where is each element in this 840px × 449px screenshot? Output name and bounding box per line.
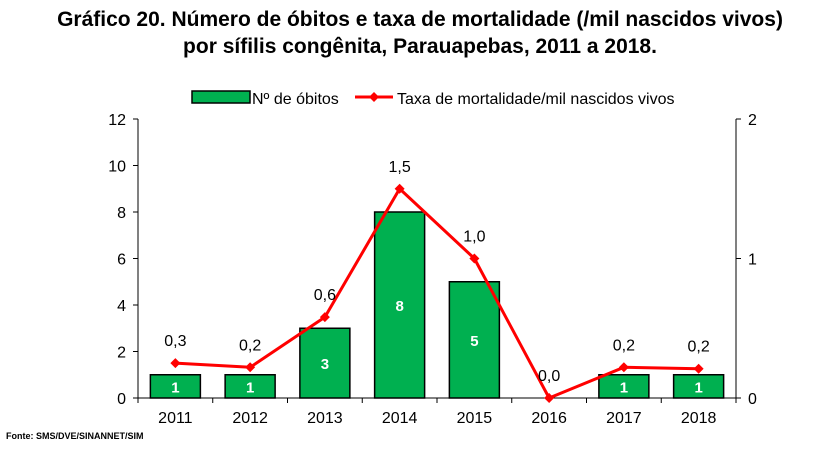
bar-data-label: 1 (246, 379, 254, 396)
y-left-tick-label: 12 (108, 112, 126, 129)
bar (299, 327, 351, 399)
bar (598, 374, 650, 399)
bar (149, 374, 202, 399)
y-left-tick-label: 2 (117, 345, 126, 362)
line-point (693, 363, 704, 374)
y-left-tick-label: 8 (117, 205, 126, 222)
bar-data-label: 8 (395, 298, 403, 315)
x-tick-label: 2011 (158, 410, 193, 427)
legend-label-obitos: Nº de óbitos (252, 91, 339, 108)
bar (224, 374, 276, 399)
legend-marker-taxa (369, 92, 379, 102)
y-right-tick-label: 0 (748, 391, 757, 408)
y-right-tick-label: 1 (748, 252, 757, 269)
x-tick-label: 2017 (606, 410, 642, 427)
x-tick-label: 2014 (382, 410, 418, 427)
legend-swatch-obitos (191, 90, 251, 104)
bar-data-label: 5 (470, 333, 478, 350)
y-right-tick-label: 2 (748, 112, 757, 129)
bar-data-label: 1 (694, 379, 702, 396)
line-point (319, 312, 330, 323)
line-data-label: 0,2 (613, 337, 635, 354)
chart-title-line-2: por sífilis congênita, Parauapebas, 2011… (183, 35, 657, 58)
x-tick-label: 2016 (531, 410, 567, 427)
x-tick-label: 2015 (457, 410, 493, 427)
bar (672, 374, 725, 399)
line-point (469, 253, 480, 264)
y-left-tick-label: 10 (108, 159, 126, 176)
bar (448, 281, 501, 399)
y-left-tick-label: 4 (117, 298, 126, 315)
source-note: Fonte: SMS/DVE/SINANNET/SIM (6, 431, 144, 441)
line-data-label: 0,0 (538, 368, 560, 385)
line-data-label: 0,2 (239, 337, 261, 354)
x-tick-label: 2018 (681, 410, 717, 427)
y-left-tick-label: 6 (117, 252, 126, 269)
x-tick-label: 2012 (232, 410, 268, 427)
bar-data-label: 1 (620, 379, 628, 396)
bar-data-label: 3 (321, 356, 329, 373)
line-point (170, 358, 181, 369)
chart-title-line-1: Gráfico 20. Número de óbitos e taxa de m… (57, 8, 783, 31)
bar-data-label: 1 (171, 379, 179, 396)
line-data-label: 1,0 (463, 229, 485, 246)
line-data-label: 0,2 (688, 339, 710, 356)
line-point (544, 393, 555, 403)
chart-title: Gráfico 20. Número de óbitos e taxa de m… (0, 6, 840, 60)
bar (373, 211, 426, 399)
line-point (618, 362, 629, 373)
line-series-mortality-rate (175, 187, 699, 400)
line-point (394, 183, 405, 194)
y-left-tick-label: 0 (117, 391, 126, 408)
legend-label-taxa: Taxa de mortalidade/mil nascidos vivos (397, 91, 674, 108)
line-data-label: 0,6 (314, 287, 336, 304)
line-data-label: 0,3 (164, 333, 186, 350)
x-tick-label: 2013 (307, 410, 343, 427)
line-point (245, 362, 256, 373)
line-data-label: 1,5 (389, 159, 411, 176)
